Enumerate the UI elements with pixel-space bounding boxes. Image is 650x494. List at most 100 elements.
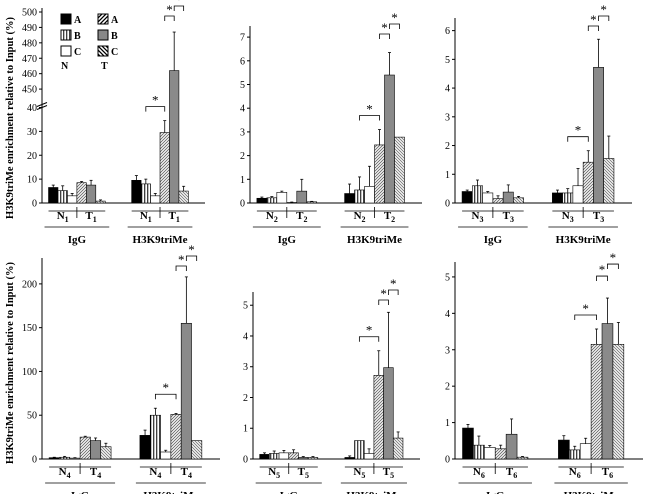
y-tick-label: 3 [243, 362, 248, 373]
y-tick-label: 3 [240, 127, 245, 138]
bar-t-c-0 [95, 200, 106, 204]
normal-label: N6 [569, 466, 581, 480]
significance-bracket [378, 299, 389, 305]
bar-n-c-0 [484, 447, 496, 460]
significance-bracket [185, 255, 198, 261]
significance-bracket [607, 263, 619, 270]
bar-n-b-1 [354, 189, 365, 204]
legend-normal-c-swatch [60, 45, 72, 57]
normal-label: N4 [59, 466, 71, 480]
bar-t-c-1 [191, 440, 203, 460]
chart-panel-4: 050100150200N4T4IgGN4T4H3K9triMe*** [22, 242, 220, 494]
y-tick-label: 1 [240, 175, 245, 186]
bar-t-c-1 [394, 136, 405, 204]
bar-t-c-0 [516, 456, 529, 460]
bar-t-c-0 [307, 457, 319, 460]
significance-bracket [358, 336, 380, 342]
significance-star: * [152, 93, 159, 108]
y-tick-label: 2 [445, 141, 450, 152]
tumor-label: T3 [593, 210, 604, 224]
significance-star: * [188, 242, 195, 257]
significance-star: * [166, 2, 173, 17]
bar-t-b-1 [384, 74, 395, 204]
y-tick-label: 470 [22, 54, 37, 65]
y-tick-label: 460 [22, 69, 37, 80]
y-tick-label: 6 [445, 26, 450, 37]
bar-n-b-0 [473, 444, 485, 460]
y-tick-label: 10 [27, 175, 37, 186]
bar-n-c-1 [579, 443, 592, 460]
legend-normal-b-label: B [74, 31, 81, 42]
bar-n-a-0 [48, 187, 59, 204]
normal-label: N4 [149, 466, 161, 480]
significance-star: * [381, 20, 388, 35]
y-tick-label: 490 [22, 23, 37, 34]
y-tick-label: 5 [445, 55, 450, 66]
y-tick-label: 0 [32, 455, 37, 466]
y-tick-label: 20 [27, 151, 37, 162]
significance-bracket [388, 289, 399, 295]
bar-t-a-0 [492, 198, 504, 204]
legend-tumor-b-swatch [97, 29, 109, 41]
group-label-0: IgG [486, 490, 505, 494]
bar-n-c-1 [150, 195, 161, 204]
tumor-label: T1 [169, 210, 180, 224]
bar-n-c-0 [278, 452, 290, 460]
legend-tumor-title: T [101, 61, 108, 72]
group-label-0: IgG [484, 234, 503, 246]
normal-label: N5 [268, 466, 280, 480]
y-tick-label: 40 [27, 103, 37, 114]
bar-t-c-1 [392, 437, 404, 460]
significance-star: * [366, 102, 373, 117]
bar-t-c-0 [306, 201, 318, 204]
normal-label: N2 [266, 210, 278, 224]
y-tick-label: 6 [240, 56, 245, 67]
y-tick-label: 1 [243, 424, 248, 435]
bar-n-a-1 [139, 435, 151, 460]
y-tick-label: 2 [445, 382, 450, 393]
group-label-0: IgG [68, 234, 87, 246]
bar-n-a-1 [552, 192, 563, 204]
bar-n-c-1 [363, 453, 375, 460]
bar-t-a-0 [79, 436, 91, 460]
significance-bracket [389, 23, 400, 29]
y-tick-label: 0 [32, 199, 37, 210]
tumor-label: T2 [384, 210, 395, 224]
significance-star: * [600, 2, 607, 17]
normal-label: N1 [57, 210, 69, 224]
bar-t-c-1 [178, 190, 189, 204]
bar-n-b-1 [354, 440, 365, 460]
y-tick-label: 3 [445, 345, 450, 356]
normal-label: N5 [353, 466, 365, 480]
bar-t-a-0 [494, 448, 507, 460]
legend-tumor-a-swatch [97, 13, 109, 25]
tumor-label: T5 [298, 466, 309, 480]
bar-t-b-0 [505, 433, 518, 460]
tumor-label: T4 [181, 466, 192, 480]
group-label-0: IgG [71, 490, 90, 494]
y-tick-label: 150 [22, 323, 37, 334]
bar-t-b-0 [90, 440, 102, 460]
group-label-1: H3K9triMe [564, 490, 619, 494]
significance-bracket [164, 15, 175, 21]
bar-t-a-1 [170, 414, 182, 460]
bar-n-b-1 [140, 183, 151, 204]
legend-normal-c-label: C [74, 47, 81, 58]
group-label-1: H3K9triMe [133, 234, 188, 246]
tumor-label: T6 [602, 466, 613, 480]
significance-bracket [379, 33, 390, 39]
bar-t-c-1 [603, 158, 615, 204]
y-tick-label: 1 [445, 418, 450, 429]
significance-star: * [391, 10, 398, 25]
bar-n-c-0 [276, 192, 288, 204]
bar-n-b-1 [149, 414, 161, 460]
chart-panel-1: 0 10 20 30 40 450 460 470 480 490 500 N1 T1 IgG N1 T1 H3… [22, 0, 205, 246]
legend-normal-title: N [61, 61, 69, 72]
bar-t-a-1 [374, 144, 385, 204]
significance-star: * [162, 380, 169, 395]
legend-tumor-b-label: B [111, 31, 118, 42]
significance-bracket [598, 15, 610, 21]
legend-tumor-c-swatch [97, 45, 109, 57]
y-tick-label: 0 [243, 455, 248, 466]
